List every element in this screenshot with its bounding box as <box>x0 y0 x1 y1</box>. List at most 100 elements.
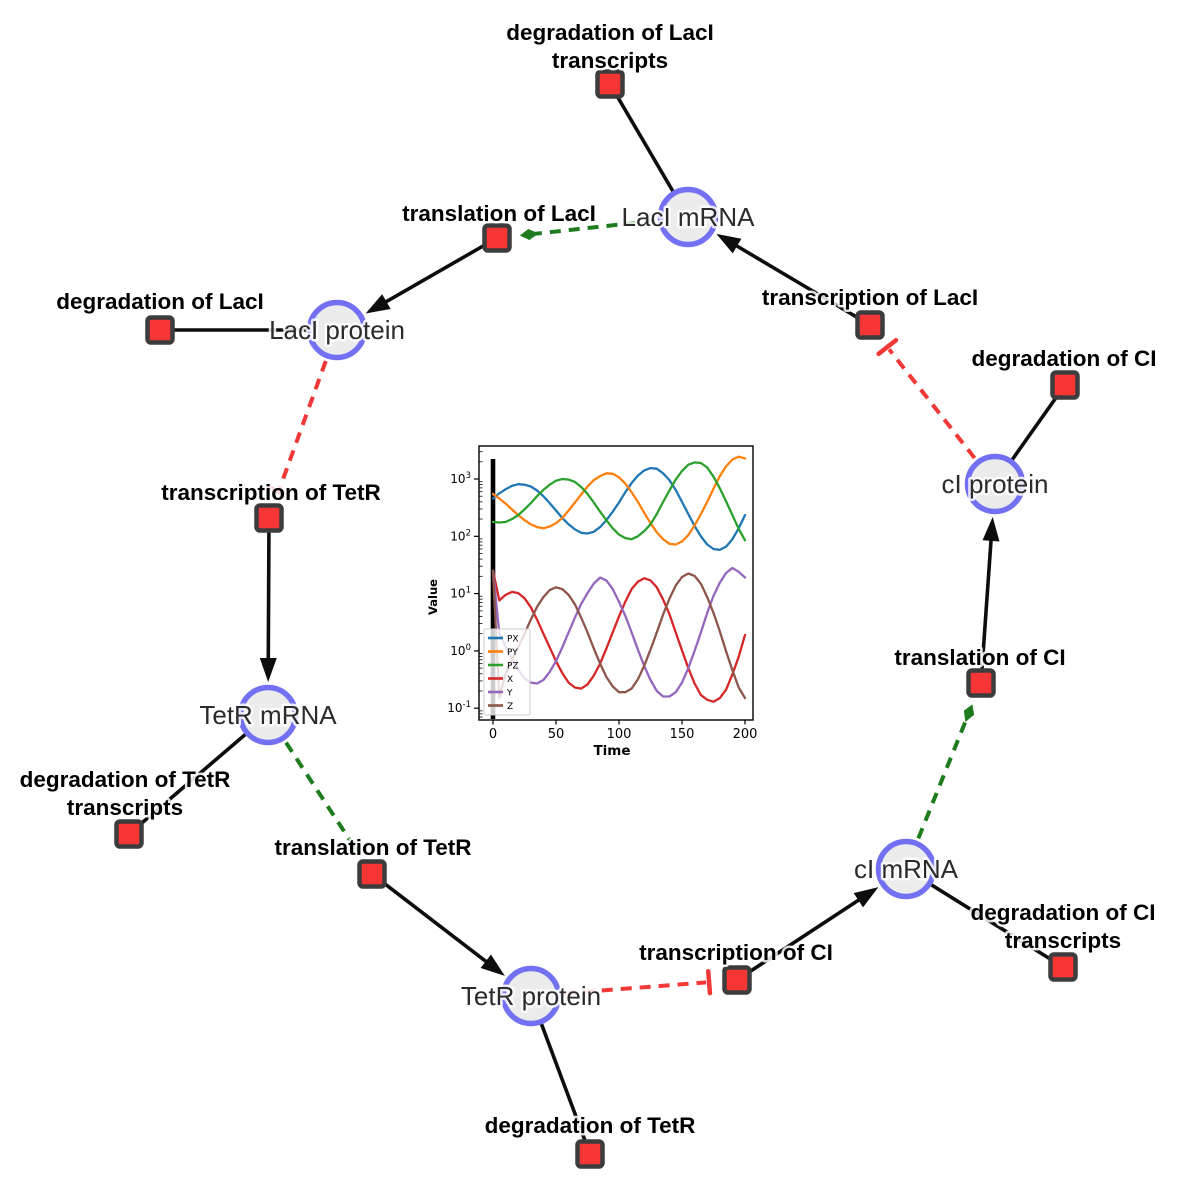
species-label-lacI_mRNA: LacI mRNA <box>622 202 756 232</box>
timeseries-inset-plot: 10-1 100 101 102 103 0 50 100 150 200 Time Value PX P… <box>425 432 775 764</box>
edge-tl_tetR-tetR_protein <box>370 872 494 968</box>
reaction-node-tl_cI[interactable] <box>966 668 996 698</box>
species-node-cI_protein[interactable] <box>964 453 1026 515</box>
reaction-node-deg_cI_tx[interactable] <box>1048 952 1078 982</box>
legend-label-PZ: PZ <box>507 662 519 672</box>
series-line-PZ <box>491 461 747 542</box>
legend-label-Z: Z <box>507 702 513 712</box>
reaction-label-deg_lacI_tx: degradation of LacI <box>506 20 714 45</box>
edge-tl_tetR-tetR_protein-arrowhead-icon <box>480 954 505 976</box>
y-axis-tick-label: 103 <box>450 471 471 486</box>
edges-layer <box>127 83 1067 1155</box>
nodes-layer <box>114 69 1080 1169</box>
edge-tetR_mRNA-tl_tetR-arrowhead-icon <box>349 838 360 855</box>
reaction-label-deg_lacI: degradation of LacI <box>56 289 264 314</box>
reaction-label-deg_lacI_tx: transcripts <box>552 48 668 73</box>
reaction-label-deg_tetR_tx: transcripts <box>67 795 183 820</box>
species-label-cI_protein: cI protein <box>942 469 1049 499</box>
reaction-node-deg_cI[interactable] <box>1050 370 1080 400</box>
species-node-cI_mRNA[interactable] <box>875 838 937 900</box>
species-node-tetR_protein[interactable] <box>500 965 562 1027</box>
labels-layer: LacI mRNA LacI protein TetR mRNA TetR prote… <box>17 18 1159 1141</box>
chart-frame <box>478 445 754 721</box>
series-line-PX <box>491 466 747 552</box>
legend-label-X: X <box>507 675 513 685</box>
reaction-label-deg_cI: degradation of CI <box>972 346 1157 371</box>
edge-tetR_mRNA-tl_tetR <box>284 741 355 846</box>
legend-label-PX: PX <box>507 635 519 645</box>
edge-lacI_protein-tc_tetR-tbar-icon <box>265 485 292 498</box>
y-axis-tick-label: 10-1 <box>447 700 471 715</box>
species-label-tetR_mRNA: TetR mRNA <box>199 700 337 730</box>
edge-tl_lacI-lacI_protein-arrowhead-icon <box>365 294 391 314</box>
series-line-X <box>491 569 747 703</box>
x-axis-title: Time <box>593 743 630 759</box>
y-axis-tick-label: 100 <box>450 643 471 658</box>
species-node-lacI_mRNA[interactable] <box>657 186 719 248</box>
species-node-tetR_mRNA[interactable] <box>237 684 299 746</box>
edge-cI_protein-tc_lacI <box>887 348 977 460</box>
edge-tl_cI-cI_protein-arrowhead-icon <box>982 516 1000 542</box>
curves-layer <box>491 455 747 703</box>
reaction-label-tl_cI: translation of CI <box>894 645 1065 670</box>
reaction-node-tc_cI[interactable] <box>722 965 752 995</box>
reaction-label-tl_lacI: translation of LacI <box>402 201 596 226</box>
edge-lacI_mRNA-tl_lacI <box>531 218 656 237</box>
edge-cI_mRNA-deg_cI_tx <box>905 867 1064 969</box>
reaction-node-deg_lacI[interactable] <box>145 315 175 345</box>
reaction-label-deg_cI_tx: degradation of CI <box>971 900 1156 925</box>
y-axis-title: Value <box>426 579 440 615</box>
reaction-node-tc_lacI[interactable] <box>855 310 885 340</box>
reaction-node-deg_tetR_tx[interactable] <box>114 819 144 849</box>
x-axis-tick-label: 150 <box>670 727 695 742</box>
edge-tetR_protein-tc_cI-tbar-icon <box>705 968 713 996</box>
reaction-label-tc_cI: transcription of CI <box>639 940 833 965</box>
edge-cI_mRNA-tl_cI <box>916 714 970 840</box>
x-axis-tick-label: 50 <box>548 727 565 742</box>
edge-lacI_mRNA-tl_lacI-arrowhead-icon <box>519 229 539 240</box>
edge-tl_lacI-lacI_protein <box>378 236 498 308</box>
edge-tc_cI-cI_mRNA <box>736 894 867 982</box>
edge-lacI_protein-tc_tetR <box>277 360 328 490</box>
series-line-PY <box>491 455 747 546</box>
edge-tc_tetR-tetR_mRNA <box>266 517 271 667</box>
y-axis-tick-label: 101 <box>450 586 471 601</box>
x-axis-tick-label: 0 <box>489 727 497 742</box>
edge-tetR_protein-tc_cI <box>563 980 707 996</box>
edge-tc_lacI-lacI_mRNA-arrowhead-icon <box>716 233 742 254</box>
arrowheads-layer <box>259 229 1000 996</box>
species-node-lacI_protein[interactable] <box>306 299 368 361</box>
edge-tetR_mRNA-deg_tetR_tx <box>127 713 270 836</box>
series-line-Y <box>491 566 747 698</box>
reaction-label-deg_cI_tx: transcripts <box>1005 928 1121 953</box>
edge-tc_tetR-tetR_mRNA-arrowhead-icon <box>259 657 277 683</box>
reaction-node-tl_lacI[interactable] <box>482 223 512 253</box>
reaction-node-deg_lacI_tx[interactable] <box>595 69 625 99</box>
x-axis-tick-label: 100 <box>607 727 632 742</box>
reaction-label-tc_lacI: transcription of LacI <box>762 285 978 310</box>
reaction-label-tl_tetR: translation of TetR <box>274 835 471 860</box>
legend-label-Y: Y <box>506 689 513 699</box>
x-axis-tick-label: 200 <box>733 727 758 742</box>
legend: PX PY PZ XYZ <box>483 628 531 716</box>
edge-cI_protein-tc_lacI-tbar-icon <box>876 337 899 357</box>
y-axis-tick-label: 102 <box>450 528 471 543</box>
reaction-node-tc_tetR[interactable] <box>254 503 284 533</box>
edge-tl_cI-cI_protein <box>979 532 994 684</box>
species-label-lacI_protein: LacI protein <box>269 315 405 345</box>
series-line-Z <box>491 569 747 700</box>
species-label-cI_mRNA: cI mRNA <box>854 854 959 884</box>
edge-cI_mRNA-tl_cI-arrowhead-icon <box>963 704 975 722</box>
reaction-node-deg_tetR[interactable] <box>575 1139 605 1169</box>
reaction-node-tl_tetR[interactable] <box>357 859 387 889</box>
edge-tc_cI-cI_mRNA-arrowhead-icon <box>853 887 879 908</box>
edge-tc_lacI-lacI_mRNA <box>729 240 871 327</box>
reaction-label-deg_tetR: degradation of TetR <box>485 1113 696 1138</box>
reaction-label-tc_tetR: transcription of TetR <box>161 480 381 505</box>
species-label-tetR_protein: TetR protein <box>461 981 601 1011</box>
legend-label-PY: PY <box>507 648 518 658</box>
reaction-label-deg_tetR_tx: degradation of TetR <box>20 767 231 792</box>
